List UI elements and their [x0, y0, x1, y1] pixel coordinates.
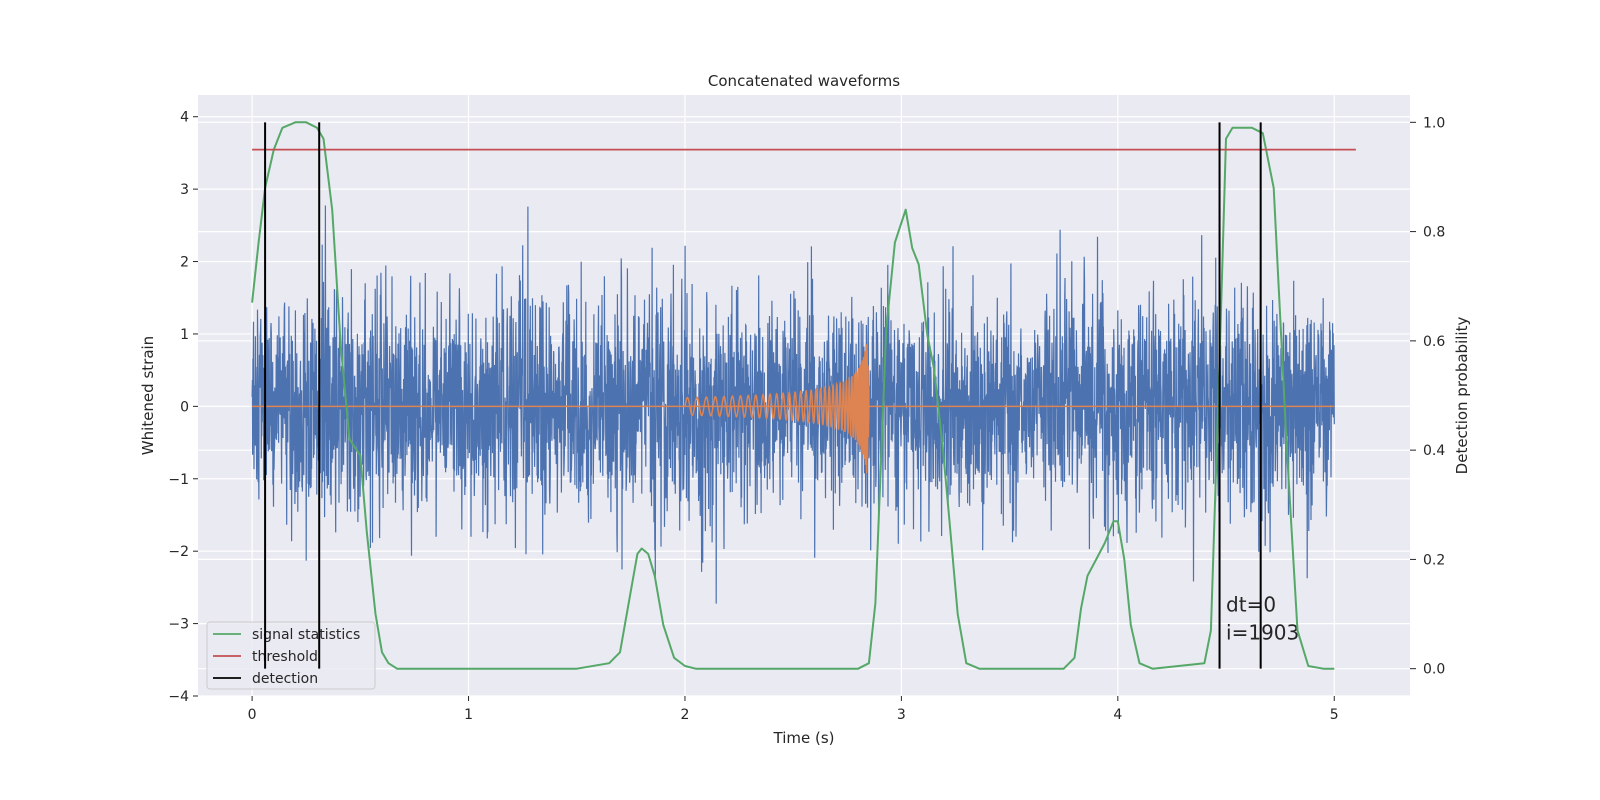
y-tick-label: −1	[168, 472, 189, 488]
y2-tick-label: 0.8	[1423, 225, 1445, 241]
y-tick-label: 2	[180, 255, 189, 271]
x-tick-label: 4	[1113, 707, 1122, 723]
legend-label-threshold: threshold	[252, 649, 318, 665]
y-tick-label: 4	[180, 110, 189, 126]
chart-title: Concatenated waveforms	[708, 72, 900, 90]
y2-tick-label: 0.6	[1423, 334, 1445, 350]
y-tick-label: 0	[180, 399, 189, 415]
y2-axis-label: Detection probability	[1453, 317, 1471, 475]
y-tick-label: 1	[180, 327, 189, 343]
x-axis-label: Time (s)	[773, 729, 835, 747]
signal-statistics-line	[251, 121, 1335, 670]
y2-tick-label: 0.2	[1423, 552, 1445, 568]
legend-label-signal-statistics: signal statistics	[252, 627, 360, 643]
legend-box	[206, 621, 376, 690]
x-tick-label: 5	[1330, 707, 1339, 723]
annotation-index: i=1903	[1226, 620, 1299, 644]
y2-tick-label: 0.4	[1423, 443, 1445, 459]
annotation-dt: dt=0	[1226, 592, 1276, 616]
y2-tick-label: 0.0	[1423, 662, 1445, 678]
x-tick-label: 3	[897, 707, 906, 723]
legend-label-detection: detection	[252, 671, 318, 687]
x-tick-label: 2	[681, 707, 690, 723]
y-axis-label: Whitened strain	[139, 336, 157, 455]
y-tick-label: −2	[168, 544, 189, 560]
y2-tick-label: 1.0	[1423, 115, 1445, 131]
chirp-injection-line	[684, 344, 870, 474]
y-tick-label: −4	[168, 689, 189, 705]
x-tick-label: 1	[464, 707, 473, 723]
strain-noise-line	[251, 205, 1335, 604]
x-tick-label: 0	[248, 707, 257, 723]
y-tick-label: 3	[180, 182, 189, 198]
y-tick-label: −3	[168, 617, 189, 633]
